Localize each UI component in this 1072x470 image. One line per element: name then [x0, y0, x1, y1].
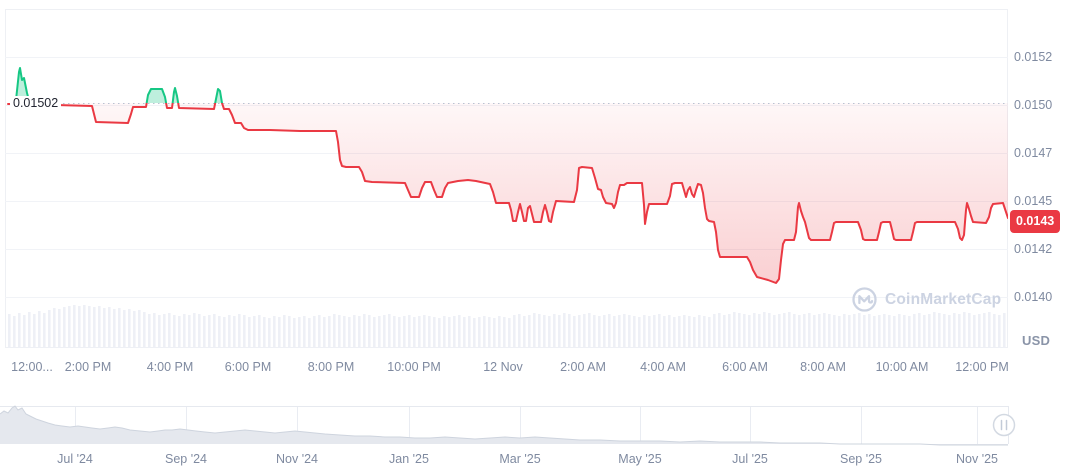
x-axis-tick-label: 12:00 PM	[955, 360, 1009, 374]
price-line-down	[7, 103, 1008, 284]
x-axis-tick-label: 8:00 AM	[800, 360, 846, 374]
navigator-month-label: Nov '25	[956, 452, 998, 466]
x-axis-tick-label: 4:00 PM	[146, 360, 194, 374]
coinmarketcap-watermark: CoinMarketCap	[851, 286, 1001, 313]
y-axis-tick-label: 0.0145	[1014, 194, 1053, 208]
current-price-badge: 0.0143	[1010, 210, 1061, 233]
navigator-month-label: Sep '24	[164, 452, 208, 466]
coinmarketcap-logo-icon	[852, 287, 877, 312]
navigator-month-label: Jan '25	[389, 452, 429, 466]
x-axis-tick-label: 4:00 AM	[640, 360, 686, 374]
x-axis-tick-label: 2:00 AM	[560, 360, 606, 374]
x-axis-tick-label: 10:00 PM	[387, 360, 441, 374]
navigator-month-label: Sep '25	[839, 452, 883, 466]
x-axis-tick-label: 10:00 AM	[875, 360, 929, 374]
x-axis-tick-label: 8:00 PM	[307, 360, 355, 374]
navigator-month-label: Jul '24	[57, 452, 93, 466]
y-axis-tick-label: 0.0140	[1014, 290, 1053, 304]
y-axis-tick-label: 0.0152	[1014, 50, 1053, 64]
y-axis-tick-label: 0.0150	[1014, 98, 1053, 112]
y-axis-tick-label: 0.0147	[1014, 146, 1053, 160]
volume-bars	[8, 305, 1006, 348]
x-axis-tick-label: 6:00 PM	[224, 360, 272, 374]
x-axis-tick-label: 6:00 AM	[722, 360, 768, 374]
x-axis-tick-label: 12 Nov	[483, 360, 523, 374]
x-axis-tick-label: 12:00...	[11, 360, 53, 374]
y-axis-tick-label: 0.0142	[1014, 242, 1053, 256]
navigator-month-label: Jul '25	[732, 452, 768, 466]
loss-area-fill	[8, 103, 1008, 283]
navigator-area-line	[0, 405, 1008, 446]
open-price-label: 0.01502	[10, 96, 62, 110]
navigator-month-label: Nov '24	[276, 452, 318, 466]
navigator-month-label: Mar '25	[499, 452, 541, 466]
x-axis-tick-label: 2:00 PM	[64, 360, 112, 374]
price-chart-plot[interactable]	[0, 0, 1008, 348]
navigator-area	[0, 406, 1008, 445]
navigator-month-axis: Jul '24 Sep '24 Nov '24 Jan '25 Mar '25 May '…	[0, 452, 1072, 468]
date-range-navigator[interactable]	[0, 404, 1030, 448]
navigator-handle-icon[interactable]	[992, 413, 1016, 437]
y-axis: 0.0152 0.0150 0.0147 0.0145 0.0142 0.0140	[1014, 50, 1053, 304]
navigator-month-label: May '25	[618, 452, 662, 466]
x-axis: 12:00... 2:00 PM 4:00 PM 6:00 PM 8:00 PM 10:0…	[0, 360, 1072, 376]
watermark-text: CoinMarketCap	[885, 290, 1002, 308]
currency-unit-label: USD	[1022, 333, 1051, 348]
